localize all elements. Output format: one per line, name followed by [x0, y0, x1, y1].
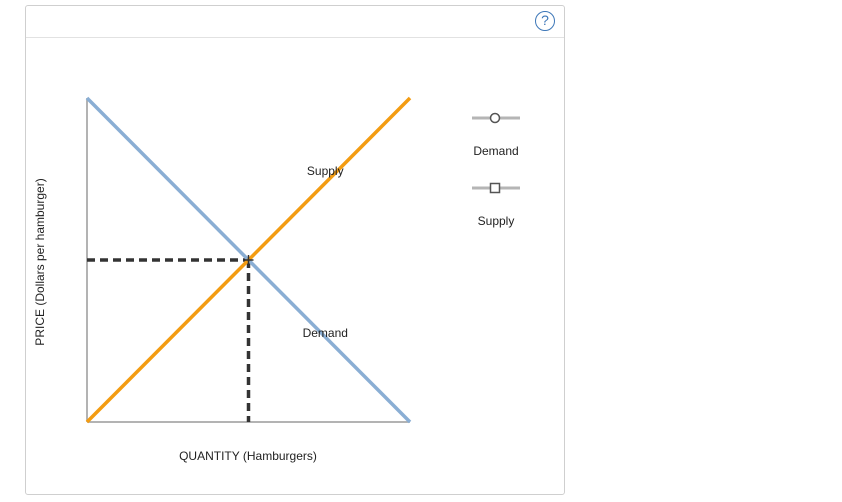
y-axis-label: PRICE (Dollars per hamburger) — [33, 178, 47, 345]
supply-curve-label: Supply — [307, 164, 344, 178]
legend-tool-supply[interactable]: Supply — [472, 182, 520, 229]
graph-panel: ? — [25, 5, 565, 495]
legend-circle-marker-icon — [489, 112, 501, 124]
legend-demand-label: Demand — [473, 144, 518, 158]
help-button[interactable]: ? — [535, 11, 555, 31]
x-axis-label: QUANTITY (Hamburgers) — [179, 449, 317, 463]
legend-square-marker-icon — [489, 182, 501, 194]
demand-curve-label: Demand — [303, 326, 348, 340]
legend-supply-label: Supply — [478, 214, 515, 228]
panel-header-divider — [26, 37, 564, 38]
legend-tool-demand[interactable]: Demand — [472, 112, 520, 159]
